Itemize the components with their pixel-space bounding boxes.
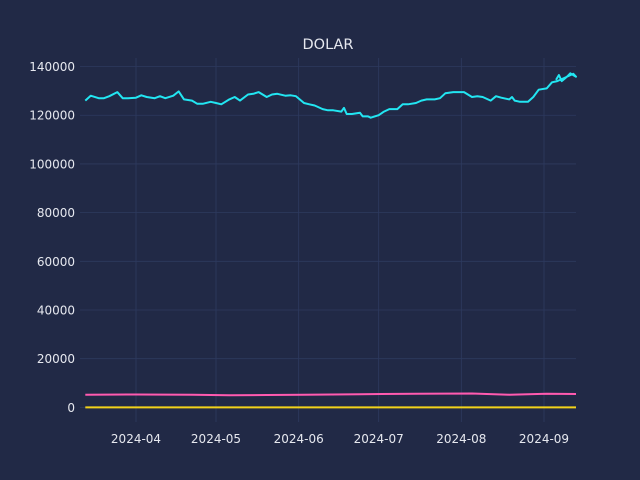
grid	[80, 58, 576, 422]
x-tick-label: 2024-06	[274, 432, 324, 446]
y-tick-label: 100000	[29, 157, 75, 171]
chart-title: DOLAR	[303, 37, 354, 53]
y-tick-label: 80000	[37, 206, 75, 220]
y-tick-label: 60000	[37, 255, 75, 269]
y-tick-label: 40000	[37, 304, 75, 318]
x-axis-ticks: 2024-04 2024-05 2024-06 2024-07 2024-08 2024-…	[111, 432, 569, 446]
x-tick-label: 2024-04	[111, 432, 161, 446]
series-line-1	[84, 72, 577, 119]
x-tick-label: 2024-05	[191, 432, 241, 446]
series-layer	[84, 72, 577, 409]
y-tick-label: 0	[67, 401, 75, 415]
y-tick-label: 20000	[37, 352, 75, 366]
series-line-2	[85, 392, 577, 397]
x-tick-label: 2024-08	[436, 432, 486, 446]
x-tick-label: 2024-07	[354, 432, 404, 446]
y-tick-label: 140000	[29, 60, 75, 74]
x-tick-label: 2024-09	[519, 432, 569, 446]
y-axis-ticks: 0 20000 40000 60000 80000 100000 120000 140000	[29, 60, 75, 415]
y-tick-label: 120000	[29, 109, 75, 123]
